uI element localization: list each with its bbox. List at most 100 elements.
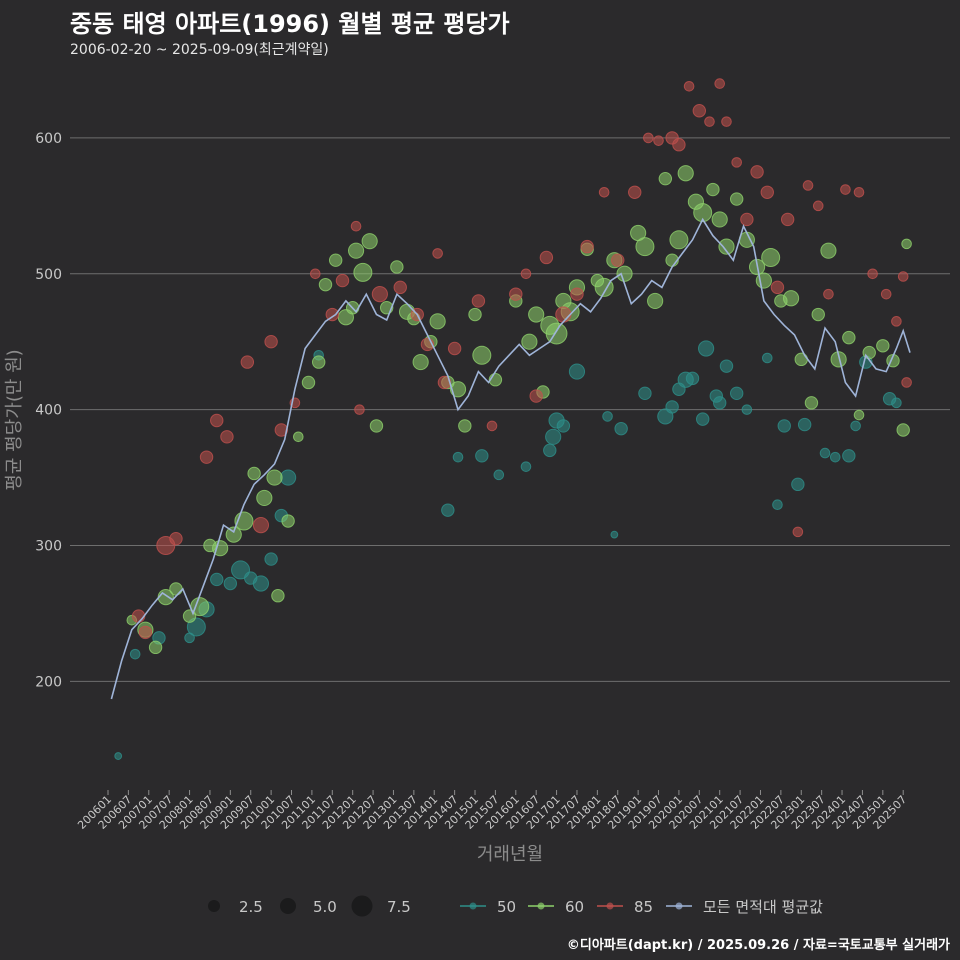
point-50-2010-06	[280, 469, 297, 486]
point-60-2023-06	[811, 307, 825, 322]
point-85-2023-06	[812, 200, 824, 212]
point-85-2024-06	[853, 186, 865, 198]
point-85-2022-12	[792, 526, 804, 538]
point-85-2020-04	[683, 81, 695, 92]
point-50-2021-03	[719, 359, 734, 373]
point-60-2007-09	[169, 582, 183, 596]
point-50-2016-11	[543, 443, 557, 458]
point-50-2009-10	[252, 575, 270, 592]
point-50-2022-03	[761, 352, 773, 364]
point-60-2014-10	[458, 419, 472, 433]
size-legend-dot-5.0	[280, 898, 296, 914]
point-85-2021-01	[714, 78, 725, 89]
color-legend-dot-0	[469, 902, 477, 910]
point-85-2019-07	[653, 135, 664, 146]
point-85-2022-03	[760, 185, 774, 199]
point-85-2016-04	[520, 268, 532, 280]
chart-legend: 2.5 5.0 7.5 50 60 85 모든 면적대 평균값	[208, 895, 823, 917]
point-50-2017-07	[568, 363, 586, 380]
point-85-2008-12	[220, 430, 234, 444]
point-85-2011-02	[309, 268, 321, 280]
x-tick-labels: 2006012006072007012007072008012008072009…	[75, 790, 909, 832]
series-60	[126, 165, 912, 655]
point-60-2023-09	[820, 242, 837, 259]
color-legend-label-0: 50	[497, 898, 516, 916]
point-60-2025-01	[876, 339, 890, 353]
point-50-2010-01	[264, 552, 278, 566]
point-85-2010-04	[274, 423, 289, 437]
point-85-2009-06	[240, 355, 255, 369]
size-legend-label-7.5: 7.5	[387, 898, 411, 916]
point-50-2006-09	[129, 648, 141, 660]
point-50-2018-08	[614, 421, 628, 436]
point-60-2009-08	[247, 466, 261, 481]
point-85-2025-07	[897, 271, 909, 282]
point-85-2008-09	[210, 413, 224, 428]
series-50	[114, 340, 902, 760]
point-85-2023-03	[802, 180, 814, 191]
point-60-2010-06	[281, 514, 295, 528]
color-legend-dot-1	[537, 902, 545, 910]
point-85-2025-02	[880, 288, 892, 300]
point-60-2017-01	[545, 322, 568, 345]
point-85-2023-09	[823, 288, 834, 300]
point-60-2025-07	[896, 423, 910, 437]
point-60-2016-07	[528, 306, 545, 323]
point-50-2020-08	[696, 412, 710, 426]
point-85-2022-06	[770, 280, 785, 295]
point-60-2010-03	[271, 589, 285, 603]
point-50-2023-02	[797, 417, 812, 432]
point-50-2015-08	[493, 469, 505, 481]
chart-subtitle: 2006-02-20 ~ 2025-09-09(최근계약일)	[70, 42, 329, 58]
point-60-2023-04	[804, 396, 819, 410]
point-85-2013-03	[393, 280, 407, 295]
point-85-2015-02	[471, 294, 486, 308]
point-50-2016-12	[545, 428, 562, 445]
point-85-2020-01	[672, 138, 686, 152]
point-60-2024-06	[853, 409, 865, 421]
point-85-2017-10	[580, 239, 594, 254]
point-85-2006-10	[131, 609, 146, 623]
point-50-2019-03	[638, 386, 652, 401]
point-60-2022-10	[782, 290, 800, 307]
point-60-2023-01	[794, 352, 808, 367]
color-legend-label-3: 모든 면적대 평균값	[703, 898, 823, 916]
point-85-2014-07	[447, 341, 462, 356]
y-tick-600: 600	[35, 131, 62, 147]
point-85-2016-07	[529, 389, 543, 403]
y-tick-500: 500	[35, 267, 62, 283]
point-85-2008-06	[199, 450, 214, 464]
point-60-2015-01	[468, 307, 482, 322]
point-50-2019-11	[665, 400, 679, 414]
point-85-2012-09	[371, 286, 388, 303]
point-60-2011-03	[311, 355, 326, 369]
point-50-2023-11	[829, 451, 841, 463]
point-50-2006-04	[114, 752, 123, 760]
point-60-2019-06	[647, 292, 664, 310]
point-50-2023-08	[819, 447, 831, 459]
point-50-2015-03	[475, 449, 489, 463]
color-legend-dot-3	[675, 902, 683, 910]
point-85-2011-07	[325, 307, 339, 322]
point-60-2011-05	[318, 277, 333, 292]
point-60-2010-09	[293, 431, 304, 443]
size-legend-label-5.0: 5.0	[313, 898, 337, 916]
point-50-2022-06	[772, 499, 783, 511]
source-caption: ©디아파트(dapt.kr) / 2025.09.26 / 자료=국토교통부 실…	[566, 938, 950, 953]
point-85-2020-07	[692, 104, 707, 118]
point-85-2024-02	[840, 184, 851, 195]
point-85-2012-02	[350, 220, 362, 232]
point-85-2011-10	[335, 273, 350, 288]
point-85-2016-01	[509, 287, 523, 301]
y-tick-300: 300	[35, 538, 62, 554]
point-50-2021-09	[741, 404, 753, 415]
point-85-2021-06	[731, 157, 742, 168]
point-60-2018-09	[616, 265, 633, 282]
point-50-2016-04	[520, 461, 532, 472]
point-50-2024-03	[842, 449, 856, 463]
y-axis-title: 평균 평당가(만 원)	[4, 349, 25, 490]
point-85-2022-09	[780, 212, 795, 227]
point-60-2024-03	[842, 330, 856, 345]
size-legend-label-2.5: 2.5	[239, 898, 263, 916]
point-85-2021-03	[721, 116, 732, 127]
